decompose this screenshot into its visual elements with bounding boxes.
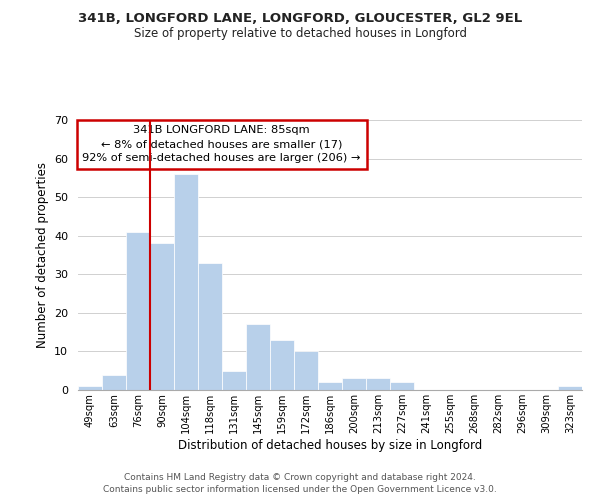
X-axis label: Distribution of detached houses by size in Longford: Distribution of detached houses by size … (178, 438, 482, 452)
Bar (294, 352, 318, 390)
Y-axis label: Number of detached properties: Number of detached properties (35, 162, 49, 348)
Text: Contains HM Land Registry data © Crown copyright and database right 2024.: Contains HM Land Registry data © Crown c… (124, 472, 476, 482)
Bar (150, 244, 174, 390)
Text: Size of property relative to detached houses in Longford: Size of property relative to detached ho… (133, 28, 467, 40)
Bar (366, 378, 390, 390)
Bar (270, 340, 294, 390)
Bar (342, 378, 366, 390)
Bar (222, 370, 246, 390)
Bar (558, 386, 582, 390)
Text: 341B, LONGFORD LANE, LONGFORD, GLOUCESTER, GL2 9EL: 341B, LONGFORD LANE, LONGFORD, GLOUCESTE… (78, 12, 522, 26)
Bar (318, 382, 342, 390)
Bar (78, 386, 102, 390)
Text: Contains public sector information licensed under the Open Government Licence v3: Contains public sector information licen… (103, 485, 497, 494)
Bar (126, 232, 150, 390)
Bar (198, 262, 222, 390)
Bar (102, 374, 126, 390)
Text: 341B LONGFORD LANE: 85sqm
← 8% of detached houses are smaller (17)
92% of semi-d: 341B LONGFORD LANE: 85sqm ← 8% of detach… (82, 126, 361, 164)
Bar (246, 324, 270, 390)
Bar (174, 174, 198, 390)
Bar (390, 382, 414, 390)
